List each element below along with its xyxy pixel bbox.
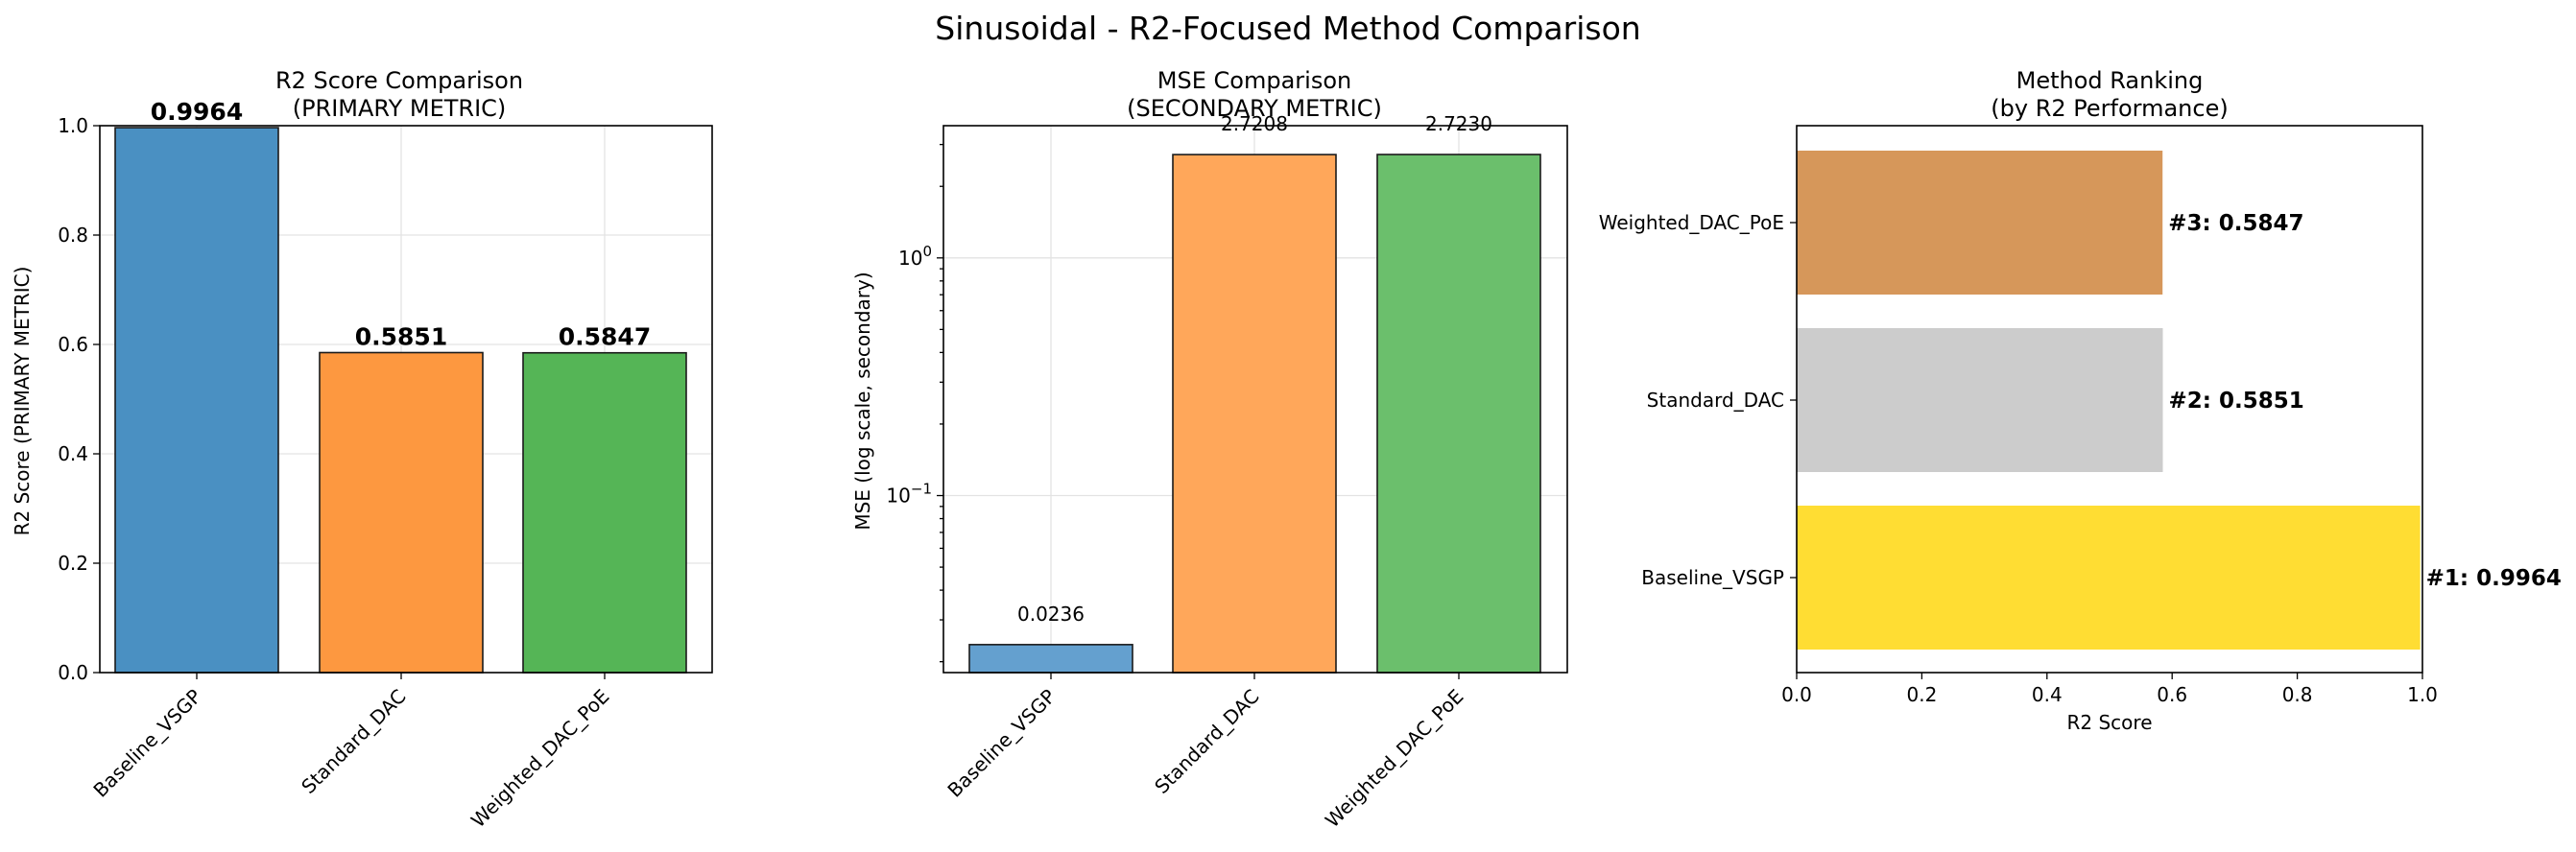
ytick-exponent: 0 (922, 243, 932, 260)
ytick-label: 1.0 (58, 114, 88, 137)
bar-standard-dac (1172, 154, 1337, 674)
bar-baseline-vsgp (1797, 506, 2421, 650)
panel-r2-subtitle: (PRIMARY METRIC) (293, 95, 507, 122)
panel-ranking-frame (1796, 125, 2423, 674)
xtick-label: 1.0 (2407, 683, 2438, 706)
panel-mse: MSE Comparison (SECONDARY METRIC) MSE (l… (851, 67, 1568, 833)
bar-baseline-vsgp (968, 644, 1133, 674)
xtick-label: 0.8 (2282, 683, 2313, 706)
xtick-label: Baseline_VSGP (942, 685, 1060, 802)
ytick-label: Standard_DAC (1647, 389, 1784, 412)
bar-standard-dac (319, 351, 484, 674)
ytick-exponent: −1 (911, 481, 932, 498)
panel-mse-title: MSE Comparison (1157, 67, 1351, 94)
bar-value-label: 0.0236 (1017, 603, 1085, 626)
bar-weighted-dac-poe (1376, 154, 1541, 674)
panel-ranking-xlabel: R2 Score (2067, 711, 2153, 734)
bar-value-label: #3: 0.5847 (2168, 211, 2303, 236)
bar-baseline-vsgp (114, 127, 279, 674)
panel-r2-ylabel: R2 Score (PRIMARY METRIC) (11, 267, 34, 536)
xtick-label: Standard_DAC (297, 685, 410, 798)
panel-mse-ylabel: MSE (log scale, secondary) (851, 272, 874, 530)
bar-value-label: 2.7208 (1221, 112, 1288, 135)
ytick-label: 0.0 (58, 661, 88, 684)
panel-r2-frame (99, 125, 713, 674)
panel-ranking-title: Method Ranking (2016, 67, 2204, 94)
bar-weighted-dac-poe (522, 351, 687, 674)
ytick-label: Baseline_VSGP (1641, 566, 1784, 589)
bar-value-label: #1: 0.9964 (2426, 566, 2562, 591)
bar-value-label: 0.9964 (151, 98, 243, 126)
bar-weighted-dac-poe (1797, 151, 2163, 295)
bar-value-label: 0.5851 (355, 322, 447, 350)
ytick-base: 10 (886, 485, 910, 508)
figure-suptitle: Sinusoidal - R2-Focused Method Compariso… (935, 10, 1640, 47)
ytick-label: 0.2 (58, 552, 88, 575)
xtick-label: Baseline_VSGP (88, 685, 205, 802)
panel-mse-subtitle: (SECONDARY METRIC) (1127, 95, 1382, 122)
bar-value-label: 2.7230 (1425, 112, 1492, 135)
bar-value-label: 0.5847 (559, 323, 651, 351)
ytick-label: 0.8 (58, 224, 88, 247)
bar-standard-dac (1797, 328, 2163, 472)
ytick-label: 100 (898, 243, 932, 270)
ytick-label: Weighted_DAC_PoE (1599, 211, 1784, 234)
panel-r2-title: R2 Score Comparison (275, 67, 523, 94)
panel-ranking-subtitle: (by R2 Performance) (1991, 95, 2228, 122)
xtick-label: 0.4 (2032, 683, 2063, 706)
xtick-label: 0.6 (2157, 683, 2187, 706)
ytick-label: 10−1 (886, 481, 932, 508)
ytick-base: 10 (898, 247, 922, 270)
ytick-label: 0.4 (58, 442, 88, 465)
panel-mse-frame (942, 125, 1568, 674)
xtick-label: Standard_DAC (1150, 685, 1263, 798)
xtick-label: 0.0 (1781, 683, 1812, 706)
xtick-label: 0.2 (1906, 683, 1937, 706)
xtick-label: Weighted_DAC_PoE (1321, 685, 1468, 833)
panel-r2: R2 Score Comparison (PRIMARY METRIC) R2 … (11, 67, 713, 833)
panel-ranking: Method Ranking (by R2 Performance) R2 Sc… (1599, 67, 2562, 734)
bar-value-label: #2: 0.5851 (2168, 389, 2303, 414)
xtick-label: Weighted_DAC_PoE (466, 685, 614, 833)
ytick-label: 0.6 (58, 333, 88, 356)
